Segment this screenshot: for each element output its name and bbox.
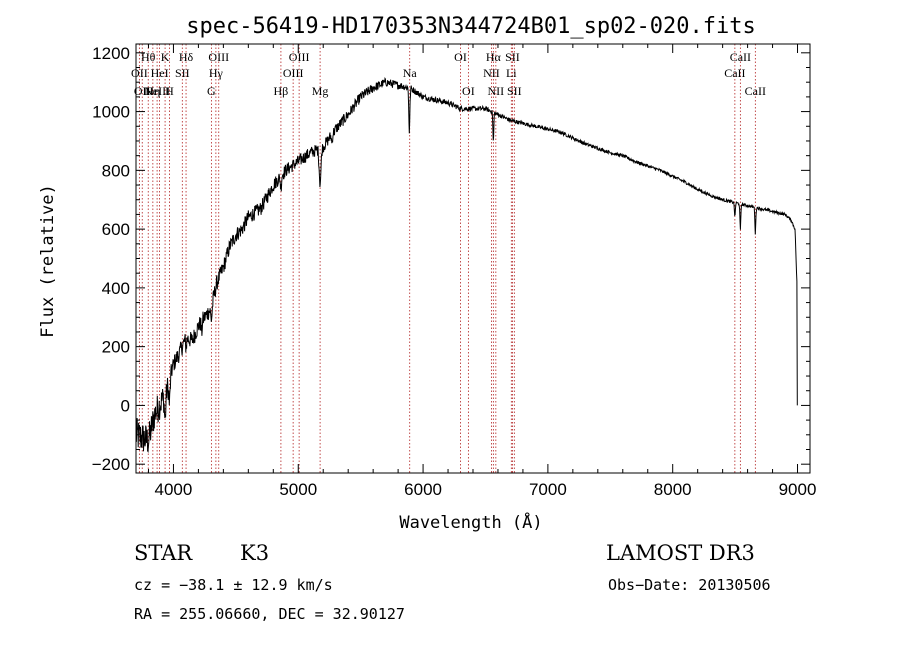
line-marker-label-23: Li [506,66,517,80]
line-marker-label-13: Hβ [274,84,289,98]
y-axis-ticks: −200 0 200 400 600 800 1000 1200 [92,44,810,474]
y-tick-label-7: 1200 [92,44,130,63]
y-tick-label-6: 1000 [92,103,130,122]
line-marker-label-18: OI [454,50,467,64]
spectrum-line [135,76,798,453]
y-tick-label-5: 800 [102,161,130,180]
line-marker-label-19: OI [462,84,475,98]
line-marker-label-15: OIII [289,50,310,64]
line-marker-label-16: Mg [312,84,329,98]
line-marker-label-14: OIII [283,66,304,80]
line-marker-label-7: H [165,84,174,98]
line-markers [138,44,756,473]
line-marker-label-10: G [207,84,216,98]
x-tick-label-5: 9000 [779,480,817,499]
line-marker-label-2: Hθ [141,50,156,64]
line-marker-label-22: NII [488,84,505,98]
x-axis-label: Wavelength (Å) [399,511,542,533]
line-marker-label-24: SII [505,50,520,64]
line-marker-label-27: CaII [730,50,751,64]
survey-name: LAMOST DR3 [606,541,755,565]
line-marker-label-4: NeIII [144,84,170,98]
redshift-cz: cz = −38.1 ± 12.9 km/s [134,576,333,594]
line-marker-label-5: HeI [151,66,169,80]
object-subclass: K3 [240,541,269,565]
x-axis-ticks: 4000 5000 6000 7000 8000 9000 [147,44,817,499]
line-marker-label-0: OII [131,66,148,80]
y-tick-label-4: 600 [102,220,130,239]
x-tick-label-4: 8000 [654,480,692,499]
line-marker-label-17: Na [403,66,418,80]
y-tick-label-0: −200 [92,455,130,474]
y-axis-label: Flux (relative) [38,184,58,338]
line-marker-label-12: OIII [208,50,229,64]
line-marker-label-20: NII [483,66,500,80]
y-tick-label-3: 400 [102,279,130,298]
line-marker-label-11: Hγ [209,66,224,80]
line-marker-label-28: CaII [745,84,766,98]
x-tick-label-0: 4000 [155,480,193,499]
plot-frame [135,43,811,474]
line-marker-label-1: OII [134,84,151,98]
chart-title: spec-56419-HD170353N344724B01_sp02-020.f… [186,14,756,39]
line-marker-label-6: K [161,50,170,64]
coordinates: RA = 255.06660, DEC = 32.90127 [134,605,405,623]
line-marker-label-25: SII [507,84,522,98]
x-tick-label-3: 7000 [529,480,567,499]
y-tick-label-2: 200 [102,338,130,357]
y-tick-label-1: 0 [121,396,130,415]
line-marker-label-8: SII [175,66,190,80]
line-marker-label-26: CaII [724,66,745,80]
line-marker-label-21: Hα [486,50,502,64]
line-marker-labels: OIIOIIHθHηNeIIIHeIKHSIIHδGHγOIIIHβOIIIOI… [131,50,766,98]
x-tick-label-1: 5000 [279,480,317,499]
observation-date: Obs−Date: 20130506 [608,576,771,594]
line-marker-label-3: Hη [145,84,160,98]
x-tick-label-2: 6000 [404,480,442,499]
line-marker-label-9: Hδ [179,50,194,64]
object-class: STAR [134,541,193,565]
